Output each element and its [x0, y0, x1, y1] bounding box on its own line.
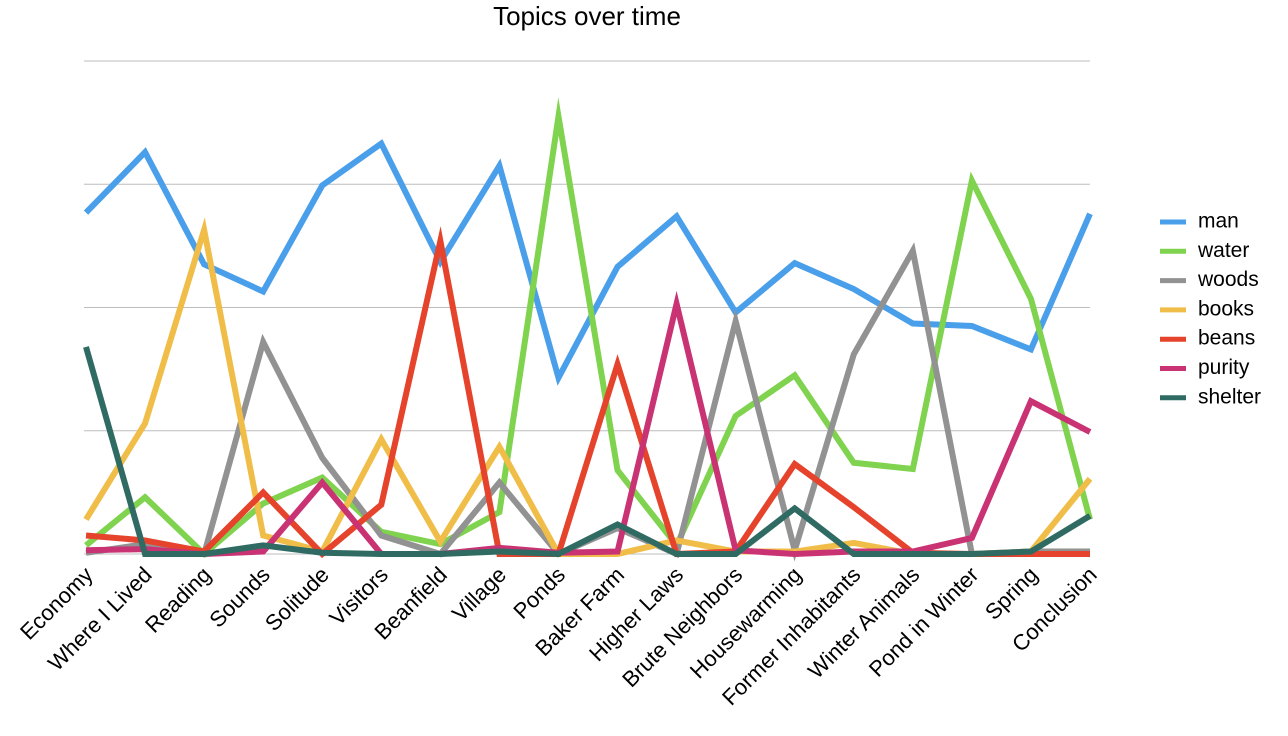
legend-label: purity [1198, 356, 1250, 379]
series-line [84, 97, 1093, 559]
x-tick-label: Where I Lived [43, 562, 157, 676]
x-tick-label: Solitude [260, 562, 334, 636]
series-line [83, 139, 1093, 386]
series-line [83, 346, 1092, 558]
x-tick-label: Reading [140, 562, 216, 638]
x-tick-label: Village [447, 562, 511, 626]
legend-label: water [1197, 239, 1249, 262]
legend-label: beans [1198, 327, 1255, 350]
legend-label: books [1198, 297, 1254, 320]
legend-label: woods [1197, 268, 1259, 291]
legend-label: man [1198, 210, 1239, 233]
chart-title: Topics over time [493, 1, 681, 31]
series-line [85, 290, 1092, 558]
legend-label: shelter [1198, 385, 1261, 408]
